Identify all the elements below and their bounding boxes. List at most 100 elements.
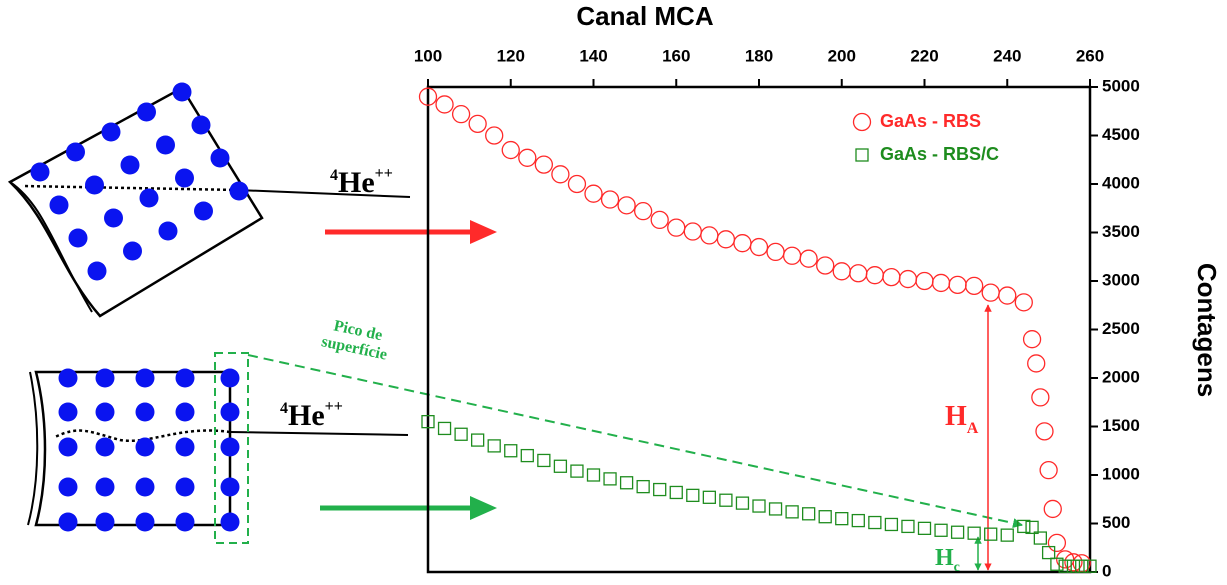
arrow-head bbox=[470, 496, 497, 520]
lattice-diagrams: 4He++ 4He++ Pico de superfície bbox=[7, 82, 1023, 544]
atom bbox=[58, 437, 78, 457]
x-tick-label: 220 bbox=[910, 46, 938, 65]
atom bbox=[220, 477, 240, 497]
atom bbox=[58, 368, 78, 388]
atom bbox=[95, 512, 115, 532]
point bbox=[504, 444, 518, 458]
atom bbox=[191, 115, 211, 135]
point bbox=[454, 427, 468, 441]
point bbox=[1033, 531, 1047, 545]
point bbox=[782, 246, 802, 265]
atom bbox=[95, 437, 115, 457]
y-tick-label: 500 bbox=[1102, 513, 1130, 532]
x-tick-label: 160 bbox=[662, 46, 690, 65]
point bbox=[849, 264, 868, 283]
beam bbox=[237, 189, 411, 198]
atom bbox=[58, 512, 78, 532]
atom bbox=[85, 175, 104, 195]
point bbox=[785, 505, 799, 519]
point bbox=[586, 468, 601, 482]
point bbox=[882, 267, 901, 287]
point bbox=[901, 519, 915, 534]
y-tick-label: 2500 bbox=[1102, 319, 1140, 338]
point bbox=[669, 485, 683, 500]
x-axis-title: Canal MCA bbox=[576, 1, 713, 31]
point bbox=[1043, 499, 1062, 519]
atom bbox=[87, 261, 107, 281]
point bbox=[719, 493, 733, 507]
beam-label: 4He++ bbox=[330, 165, 393, 199]
x-tick-label: 140 bbox=[579, 46, 607, 65]
crystal-outline bbox=[34, 370, 232, 527]
symbol: H bbox=[935, 545, 954, 571]
crystal-edge bbox=[9, 181, 93, 313]
atom bbox=[135, 368, 155, 388]
point bbox=[917, 521, 932, 535]
point bbox=[584, 184, 603, 203]
atom bbox=[104, 208, 123, 228]
atom bbox=[172, 82, 192, 102]
x-tick-label: 100 bbox=[414, 46, 442, 65]
point bbox=[735, 496, 750, 510]
point bbox=[1027, 354, 1046, 373]
point bbox=[487, 439, 501, 453]
point bbox=[981, 283, 1000, 302]
y-axis-title: Contagens bbox=[1192, 263, 1222, 397]
atom bbox=[123, 241, 142, 261]
point bbox=[865, 266, 884, 285]
atom bbox=[220, 368, 240, 388]
y-tick-label: 3000 bbox=[1102, 270, 1140, 289]
y-tick-label: 5000 bbox=[1102, 76, 1140, 95]
x-tick-label: 180 bbox=[745, 46, 773, 65]
y-tick-label: 1000 bbox=[1102, 464, 1140, 483]
beam-label: 4He++ bbox=[280, 398, 343, 432]
point bbox=[898, 269, 918, 289]
point bbox=[752, 499, 766, 513]
point bbox=[998, 286, 1017, 305]
point bbox=[1066, 559, 1081, 573]
y-tick-label: 2000 bbox=[1102, 367, 1140, 386]
point bbox=[967, 526, 981, 540]
crystal-outline bbox=[7, 86, 264, 318]
point bbox=[868, 515, 882, 530]
point bbox=[617, 196, 636, 215]
atom bbox=[175, 368, 195, 388]
point bbox=[768, 502, 783, 516]
point bbox=[603, 472, 617, 486]
x-tick-label: 240 bbox=[993, 46, 1021, 65]
subscript: A bbox=[967, 420, 979, 437]
atom bbox=[210, 148, 230, 168]
point bbox=[816, 256, 835, 275]
point bbox=[437, 421, 452, 436]
point bbox=[667, 218, 686, 237]
point bbox=[1025, 520, 1039, 535]
beam bbox=[229, 431, 409, 436]
point bbox=[818, 510, 832, 524]
point bbox=[1039, 460, 1058, 480]
arrow-head bbox=[470, 220, 497, 244]
atom bbox=[95, 368, 115, 388]
point bbox=[1050, 557, 1064, 571]
beam-path bbox=[54, 429, 231, 443]
point bbox=[1014, 293, 1033, 312]
atom bbox=[135, 402, 155, 422]
atom bbox=[95, 477, 115, 497]
point bbox=[931, 273, 951, 293]
point bbox=[1058, 559, 1072, 573]
atom bbox=[175, 402, 195, 422]
point bbox=[766, 242, 785, 262]
legend-marker bbox=[855, 148, 869, 162]
x-tick-label: 200 bbox=[828, 46, 856, 65]
legend-marker bbox=[852, 112, 872, 132]
point bbox=[700, 226, 719, 245]
point bbox=[1083, 559, 1097, 573]
point bbox=[1064, 553, 1083, 572]
atom bbox=[220, 437, 240, 457]
point bbox=[451, 105, 471, 124]
point bbox=[683, 222, 702, 241]
point bbox=[518, 148, 537, 167]
atom bbox=[175, 512, 195, 532]
point bbox=[950, 525, 965, 539]
atom bbox=[58, 477, 78, 497]
